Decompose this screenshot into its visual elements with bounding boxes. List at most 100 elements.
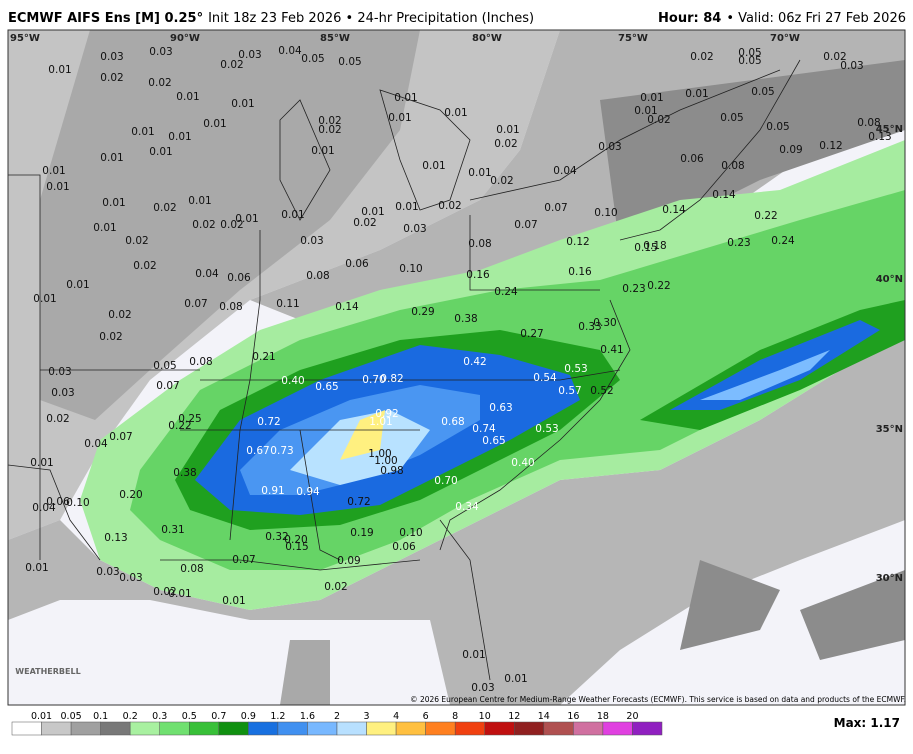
precip-label: 0.10 [399, 527, 422, 539]
precip-label: 0.67 [246, 445, 269, 457]
precip-label: 0.02 [353, 217, 376, 229]
precip-label: 0.02 [46, 413, 69, 425]
precip-label: 0.98 [380, 465, 403, 477]
logo: WEATHERBELL [15, 667, 80, 676]
precip-label: 0.01 [66, 279, 89, 291]
colorbar-label: 0.5 [182, 711, 197, 722]
colorbar-label: 1.2 [270, 711, 285, 722]
colorbar-swatch [632, 721, 663, 736]
precip-label: 0.02 [153, 202, 176, 214]
colorbar-swatch [395, 721, 426, 736]
precip-label: 0.05 [766, 121, 789, 133]
precip-label: 0.01 [168, 131, 191, 143]
colorbar: 0.01 0.05 0.1 0.2 0.3 0.5 0.7 0.9 1.2 1.6 2 3 4 6 8 10 1… [11, 711, 663, 736]
colorbar-swatch [11, 721, 42, 736]
precip-label: 0.68 [441, 416, 464, 428]
precip-label: 0.01 [149, 146, 172, 158]
colorbar-label: 8 [452, 711, 458, 722]
colorbar-label: 0.9 [241, 711, 256, 722]
valid: Hour: 84 • Valid: 06z Fri 27 Feb 2026 [658, 11, 906, 26]
precip-label: 0.07 [232, 554, 255, 566]
precip-label: 1.00 [368, 448, 391, 460]
colorbar-swatch [218, 721, 249, 736]
precip-label: 0.02 [125, 235, 148, 247]
precip-label: 0.02 [438, 200, 461, 212]
precip-label: 0.02 [490, 175, 513, 187]
precip-label: 0.01 [634, 105, 657, 117]
precip-label: 0.01 [222, 595, 245, 607]
precip-label: 0.94 [296, 486, 320, 498]
precip-label: 0.01 [640, 92, 663, 104]
colorbar-swatch [277, 721, 308, 736]
precip-label: 0.08 [306, 270, 329, 282]
precip-label: 0.92 [375, 408, 398, 420]
title-bold: ECMWF AIFS Ens [M] 0.25° [8, 11, 203, 26]
precip-label: 0.01 [388, 112, 411, 124]
precip-label: 0.03 [403, 223, 426, 235]
precip-label: 0.03 [300, 235, 323, 247]
precip-label: 0.01 [25, 562, 48, 574]
colorbar-label: 6 [423, 711, 429, 722]
precip-label: 0.72 [347, 496, 370, 508]
precip-label: 0.02 [324, 581, 347, 593]
precip-label: 0.05 [738, 47, 761, 59]
precip-label: 0.20 [119, 489, 142, 501]
precip-label: 0.02 [318, 124, 341, 136]
precip-label: 0.02 [220, 59, 243, 71]
precip-label: 0.63 [489, 402, 512, 414]
precip-label: 0.08 [219, 301, 242, 313]
precip-label: 0.04 [278, 45, 302, 57]
colorbar-label: 18 [597, 711, 609, 722]
colorbar-swatch [248, 721, 279, 736]
precip-label: 0.07 [184, 298, 207, 310]
precip-label: 0.02 [192, 219, 215, 231]
precip-label: 0.21 [252, 351, 275, 363]
precip-label: 0.07 [109, 431, 132, 443]
valid-time: • Valid: 06z Fri 27 Feb 2026 [726, 11, 906, 26]
precip-label: 0.33 [578, 321, 601, 333]
precip-label: 0.02 [647, 114, 670, 126]
lat-label: 30°N [876, 573, 903, 584]
precip-label: 0.01 [30, 457, 53, 469]
precip-label: 0.01 [444, 107, 467, 119]
colorbar-swatch [129, 721, 160, 736]
precip-label: 0.09 [779, 144, 802, 156]
precip-label: 0.02 [100, 72, 123, 84]
colorbar-swatch [484, 721, 515, 736]
precip-label: 0.25 [178, 413, 201, 425]
colorbar-swatch [100, 721, 131, 736]
lon-label: 85°W [320, 33, 350, 44]
precip-label: 0.72 [257, 416, 280, 428]
precip-label: 0.02 [99, 331, 122, 343]
precip-label: 0.40 [281, 375, 304, 387]
precip-label: 0.01 [394, 92, 417, 104]
precip-label: 0.05 [301, 53, 324, 65]
colorbar-label: 1.6 [300, 711, 315, 722]
precip-label: 0.02 [823, 51, 846, 63]
precip-label: 0.07 [514, 219, 537, 231]
precip-label: 0.01 [468, 167, 491, 179]
precip-label: 0.01 [33, 293, 56, 305]
precip-label: 0.01 [168, 588, 191, 600]
precip-label: 0.03 [471, 682, 494, 694]
precip-label: 0.10 [594, 207, 617, 219]
precip-label: 0.30 [593, 317, 616, 329]
precip-label: 0.16 [466, 269, 490, 281]
precip-label: 0.54 [533, 372, 557, 384]
precip-label: 0.01 [685, 88, 708, 100]
hour: Hour: 84 [658, 11, 721, 26]
precip-label: 0.05 [738, 55, 761, 67]
precip-label: 0.08 [180, 563, 203, 575]
colorbar-swatch [70, 721, 101, 736]
precip-label: 0.01 [176, 91, 199, 103]
colorbar-label: 14 [538, 711, 550, 722]
colorbar-label: 4 [393, 711, 399, 722]
precip-label: 0.01 [203, 118, 226, 130]
precip-label: 0.03 [48, 366, 71, 378]
precip-label: 0.02 [148, 77, 171, 89]
precip-label: 0.73 [270, 445, 293, 457]
precip-label: 0.06 [680, 153, 704, 165]
precip-label: 0.01 [462, 649, 485, 661]
precip-label: 0.01 [100, 152, 123, 164]
precip-label: 0.01 [188, 195, 211, 207]
